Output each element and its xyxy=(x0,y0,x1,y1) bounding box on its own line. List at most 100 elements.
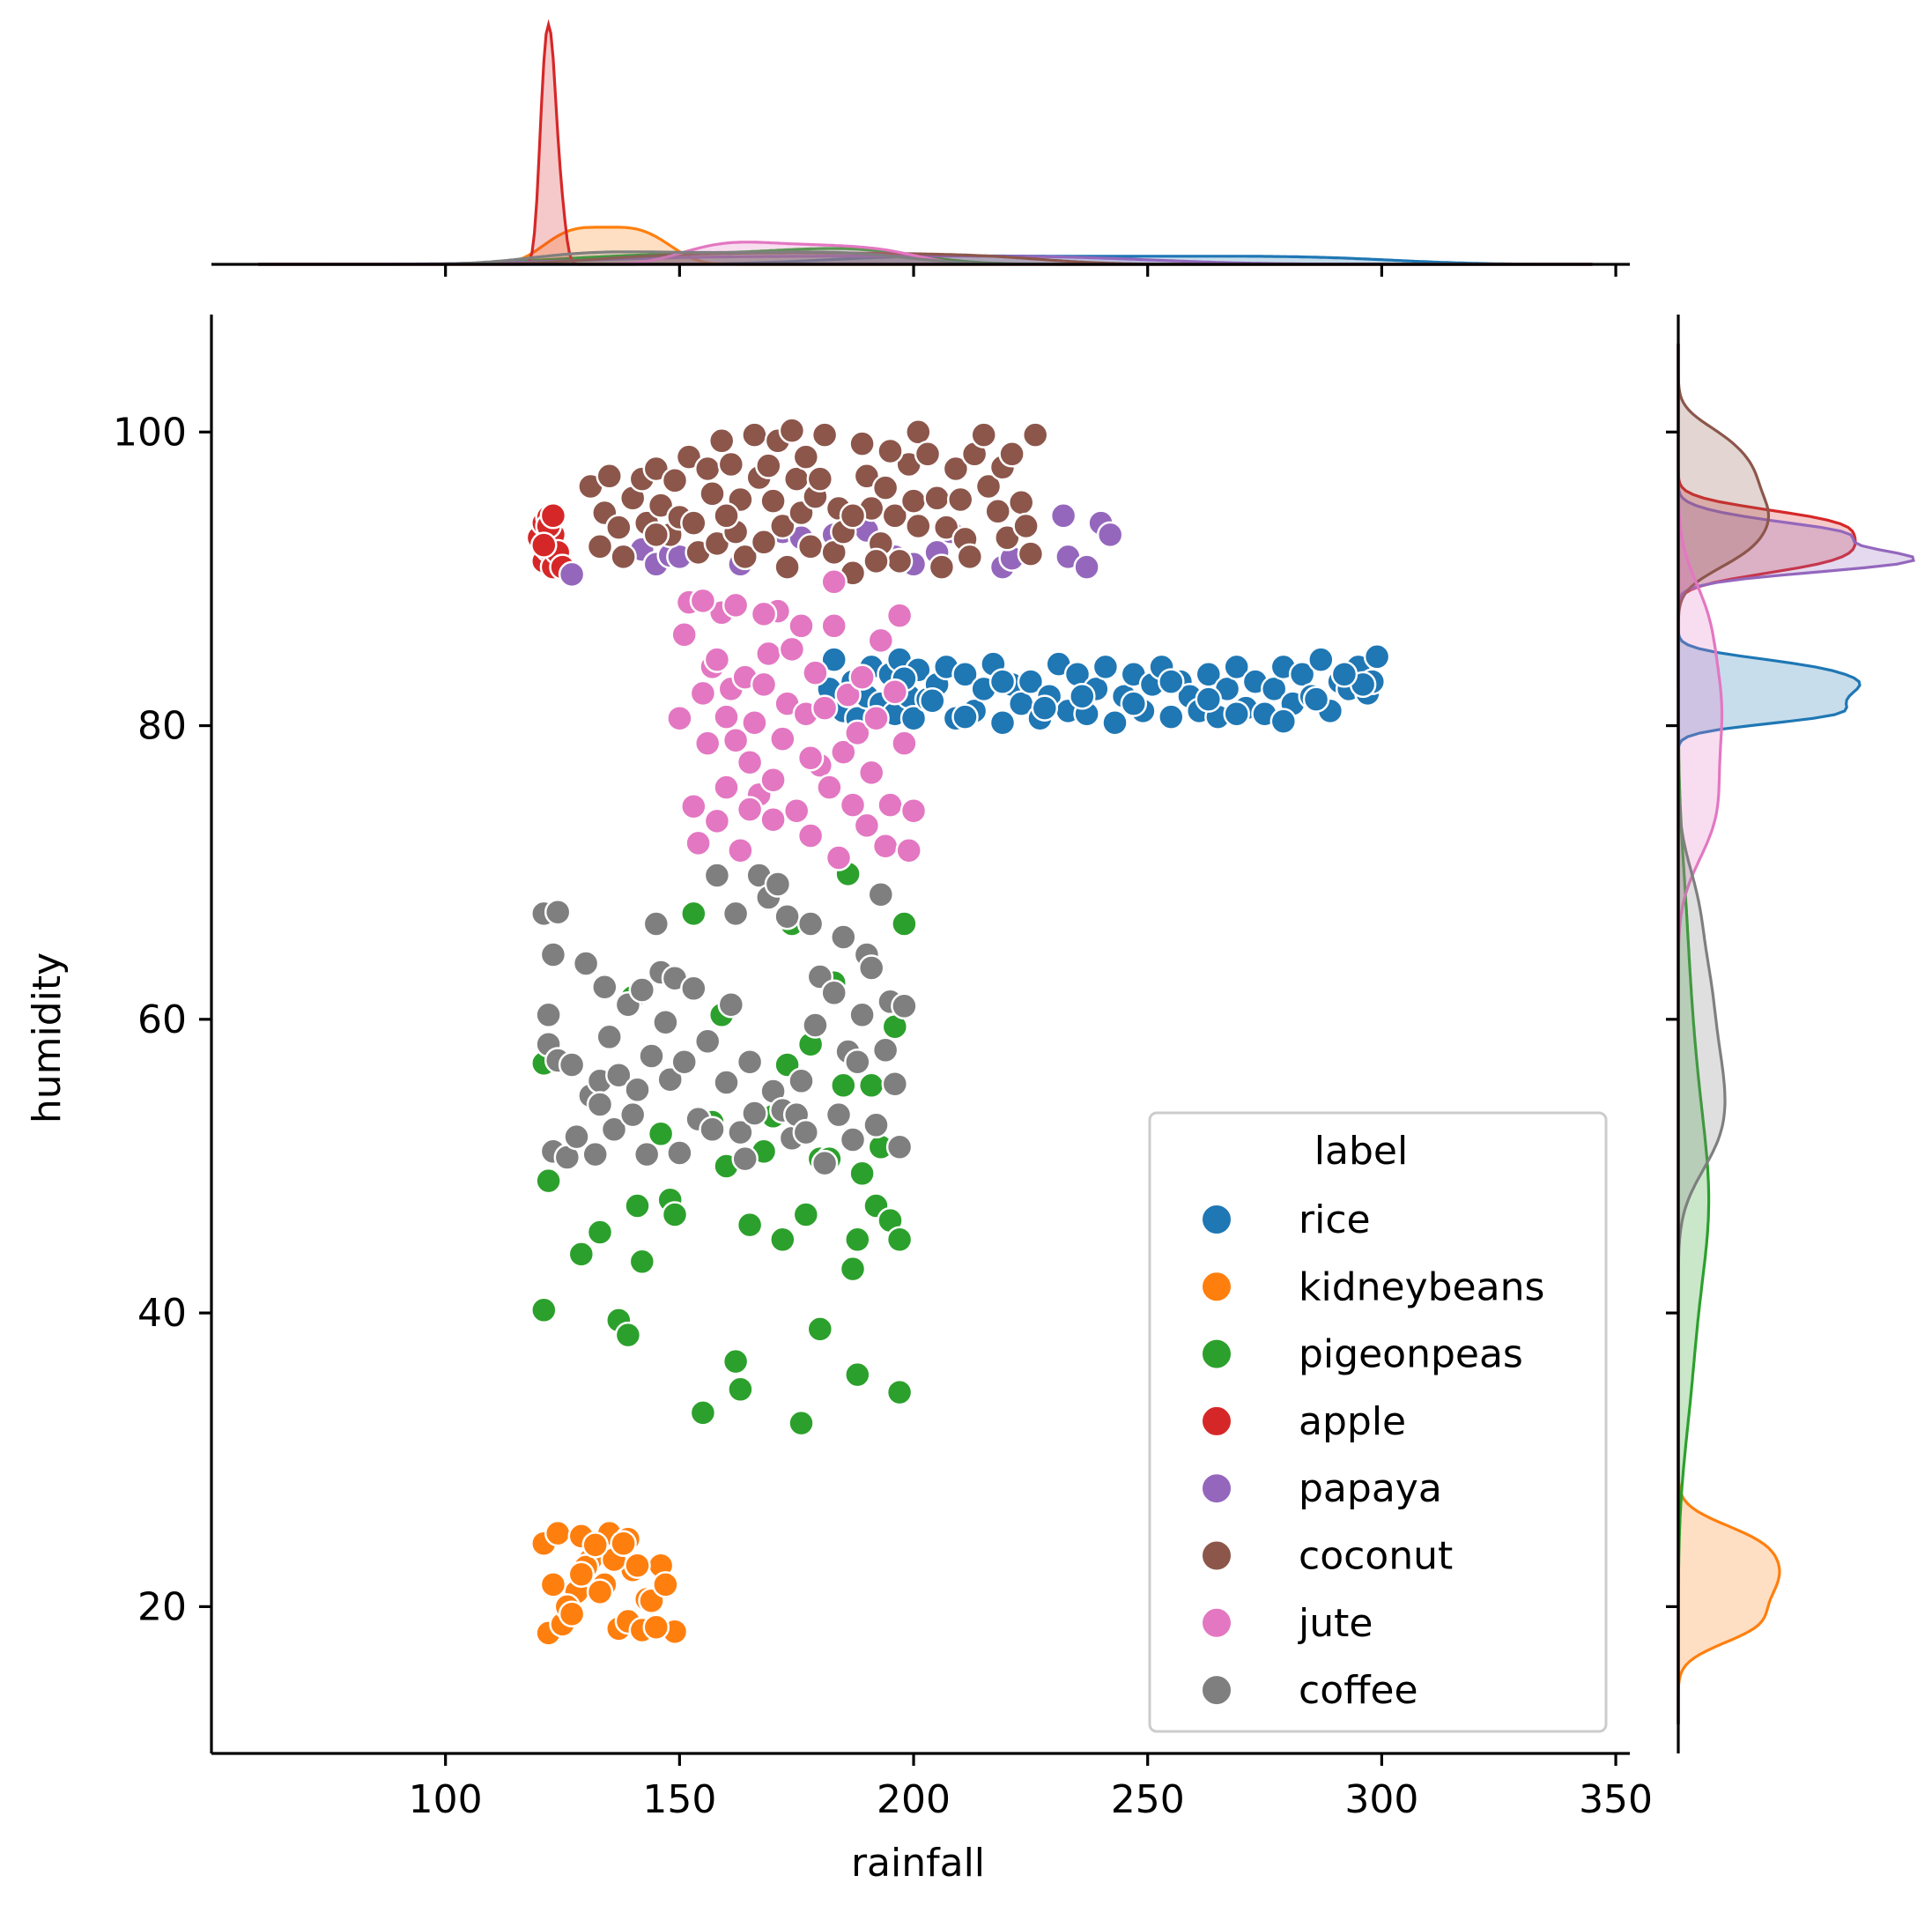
x-axis-label: rainfall xyxy=(851,1841,985,1886)
x-tick-label: 250 xyxy=(1111,1777,1185,1822)
legend-label-rice: rice xyxy=(1299,1197,1371,1242)
point-pigeonpeas xyxy=(769,1226,796,1254)
point-rice xyxy=(1069,682,1096,710)
point-pigeonpeas xyxy=(848,1160,876,1188)
point-coconut xyxy=(839,502,867,530)
point-rice xyxy=(1223,700,1250,728)
point-coffee xyxy=(811,1149,839,1177)
point-coffee xyxy=(544,898,572,926)
point-rice xyxy=(1363,643,1391,671)
point-pigeonpeas xyxy=(885,1226,914,1254)
point-pigeonpeas xyxy=(722,1347,750,1375)
point-coffee xyxy=(703,862,731,889)
point-coconut xyxy=(881,502,909,530)
point-jute xyxy=(885,602,914,629)
point-kidneybeans xyxy=(642,1613,670,1641)
point-coconut xyxy=(605,514,633,541)
legend-marker-coconut xyxy=(1201,1539,1232,1572)
point-jute xyxy=(802,659,829,686)
point-jute xyxy=(871,832,899,860)
point-coffee xyxy=(581,1140,609,1168)
point-jute xyxy=(769,725,796,752)
point-coconut xyxy=(905,419,932,446)
point-coffee xyxy=(558,1051,586,1079)
point-jute xyxy=(891,730,918,757)
point-coconut xyxy=(984,498,1011,525)
point-pigeonpeas xyxy=(885,1378,914,1406)
y-tick-label: 80 xyxy=(137,704,187,749)
point-pigeonpeas xyxy=(586,1219,614,1246)
point-rice xyxy=(1017,668,1045,695)
point-coffee xyxy=(605,1061,633,1089)
point-jute xyxy=(670,621,698,649)
point-coconut xyxy=(899,487,928,515)
point-coffee xyxy=(881,1070,909,1098)
legend-label-kidneybeans: kidneybeans xyxy=(1299,1264,1544,1309)
point-coffee xyxy=(628,976,656,1004)
point-jute xyxy=(830,738,857,766)
point-jute xyxy=(796,822,825,849)
point-coffee xyxy=(591,973,618,1001)
point-coconut xyxy=(923,485,951,512)
point-coffee xyxy=(638,1042,665,1070)
point-rice xyxy=(1260,675,1288,703)
point-coffee xyxy=(792,1118,820,1146)
point-coconut xyxy=(998,441,1025,468)
point-rice xyxy=(1031,694,1059,722)
point-coconut xyxy=(1007,489,1035,516)
legend-label-pigeonpeas: pigeonpeas xyxy=(1299,1332,1523,1377)
point-jute xyxy=(895,836,922,864)
point-pigeonpeas xyxy=(844,1360,871,1389)
y-tick-label: 100 xyxy=(113,410,187,455)
point-jute xyxy=(820,568,848,596)
point-pigeonpeas xyxy=(844,1226,871,1254)
point-apple xyxy=(530,531,558,559)
point-coconut xyxy=(914,441,942,468)
point-rice xyxy=(1330,661,1358,688)
point-coffee xyxy=(680,975,707,1003)
point-coconut xyxy=(811,421,839,448)
point-jute xyxy=(853,812,881,840)
point-coffee xyxy=(788,1067,815,1095)
point-jute xyxy=(689,587,717,615)
point-jute xyxy=(899,797,928,825)
point-jute xyxy=(848,663,876,691)
point-coffee xyxy=(717,990,745,1019)
point-coconut xyxy=(796,533,825,560)
point-kidneybeans xyxy=(581,1531,609,1559)
point-jute xyxy=(825,844,853,871)
point-pigeonpeas xyxy=(806,1316,834,1343)
point-jute xyxy=(750,600,778,628)
point-rice xyxy=(919,686,946,715)
point-coffee xyxy=(600,1116,628,1144)
point-coconut xyxy=(596,463,623,490)
point-coffee xyxy=(652,1008,679,1036)
point-jute xyxy=(877,791,904,819)
point-coffee xyxy=(839,1126,867,1153)
top-marginal-kde xyxy=(258,19,1593,266)
point-rice xyxy=(988,668,1017,695)
point-coconut xyxy=(974,472,1003,500)
point-coconut xyxy=(871,474,899,501)
point-coffee xyxy=(731,1145,759,1173)
point-pigeonpeas xyxy=(680,900,707,928)
point-coffee xyxy=(857,954,885,982)
point-coconut xyxy=(885,547,914,575)
legend: label rice kidneybeans pigeonpeas apple papa… xyxy=(1148,1111,1608,1733)
y-tick-label: 40 xyxy=(137,1291,187,1336)
point-jute xyxy=(736,796,764,823)
point-kidneybeans xyxy=(586,1578,614,1605)
point-pigeonpeas xyxy=(661,1201,689,1228)
point-kidneybeans xyxy=(610,1530,637,1557)
point-pigeonpeas xyxy=(839,1255,867,1283)
point-jute xyxy=(759,766,787,794)
point-rice xyxy=(1120,690,1148,717)
point-coconut xyxy=(680,509,707,537)
y-tick-label: 60 xyxy=(137,997,187,1042)
point-jute xyxy=(811,694,839,722)
point-jute xyxy=(816,774,843,801)
point-pigeonpeas xyxy=(628,1248,656,1276)
right-kde-fill-jute xyxy=(1678,344,1722,1724)
point-coconut xyxy=(792,443,820,471)
point-pigeonpeas xyxy=(624,1192,651,1219)
